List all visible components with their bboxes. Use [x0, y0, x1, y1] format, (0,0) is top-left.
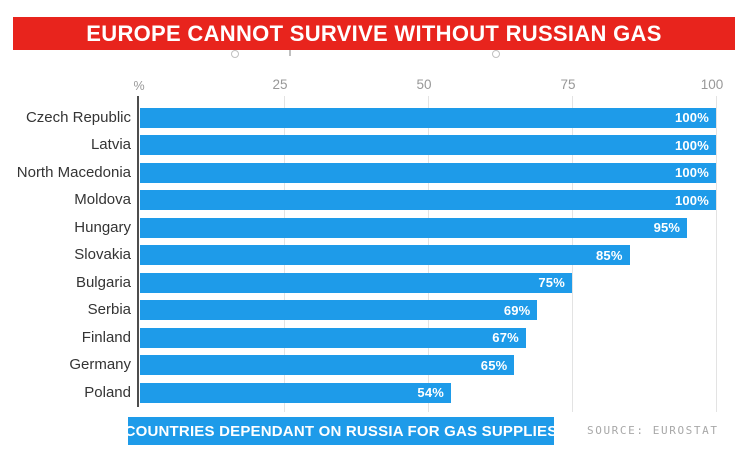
caption-text: COUNTRIES DEPENDANT ON RUSSIA FOR GAS SU… [124, 422, 558, 440]
bar-value-label: 95% [653, 220, 681, 235]
bar-value-label: 65% [480, 357, 508, 373]
gridline [715, 96, 717, 412]
bar: 54% [140, 382, 452, 403]
country-label: Moldova [74, 191, 131, 208]
country-label: Latvia [90, 136, 131, 153]
country-label: Slovakia [74, 246, 131, 263]
bar: 95% [140, 217, 688, 238]
axis-unit-label: % [133, 79, 145, 93]
country-label: Serbia [87, 301, 131, 318]
bar-value-label: 85% [595, 247, 623, 263]
x-tick-label: 50 [416, 77, 432, 92]
source-text: SOURCE: EUROSTAT [587, 424, 719, 437]
bar: 65% [140, 355, 515, 375]
banner-title: EUROPE CANNOT SURVIVE WITHOUT RUSSIAN GA… [86, 20, 662, 46]
x-tick-label: 25 [272, 77, 288, 92]
country-label: Germany [69, 356, 131, 373]
obscured-text-remnant [289, 49, 291, 56]
x-tick-label: 100 [700, 77, 724, 92]
country-label: Poland [84, 383, 131, 401]
country-label: Czech Republic [25, 108, 131, 126]
country-label: North Macedonia [16, 163, 131, 181]
bar: 67% [140, 327, 526, 348]
title-banner: EUROPE CANNOT SURVIVE WITHOUT RUSSIAN GA… [13, 17, 735, 50]
bar-value-label: 69% [503, 302, 531, 318]
bar: 85% [140, 245, 630, 265]
bar: 100% [140, 135, 716, 155]
y-axis-line [137, 96, 139, 407]
bar-value-label: 54% [417, 385, 445, 400]
bar: 69% [140, 300, 538, 320]
country-label: Bulgaria [75, 273, 131, 291]
obscured-text-remnant [231, 50, 239, 58]
bar: 100% [140, 162, 716, 183]
bar-value-label: 100% [674, 110, 709, 125]
bar: 75% [140, 272, 572, 293]
bar-value-label: 100% [674, 192, 709, 208]
bar-value-label: 100% [674, 137, 709, 153]
obscured-text-remnant [492, 50, 500, 58]
bar: 100% [140, 107, 716, 128]
bar-value-label: 100% [674, 165, 709, 180]
bar-value-label: 67% [492, 330, 519, 345]
country-label: Hungary [74, 218, 131, 236]
bar: 100% [140, 190, 716, 210]
bar-value-label: 75% [538, 275, 565, 290]
x-tick-label: 75 [560, 77, 576, 92]
country-label: Finland [81, 328, 131, 346]
caption-box: COUNTRIES DEPENDANT ON RUSSIA FOR GAS SU… [125, 417, 557, 445]
